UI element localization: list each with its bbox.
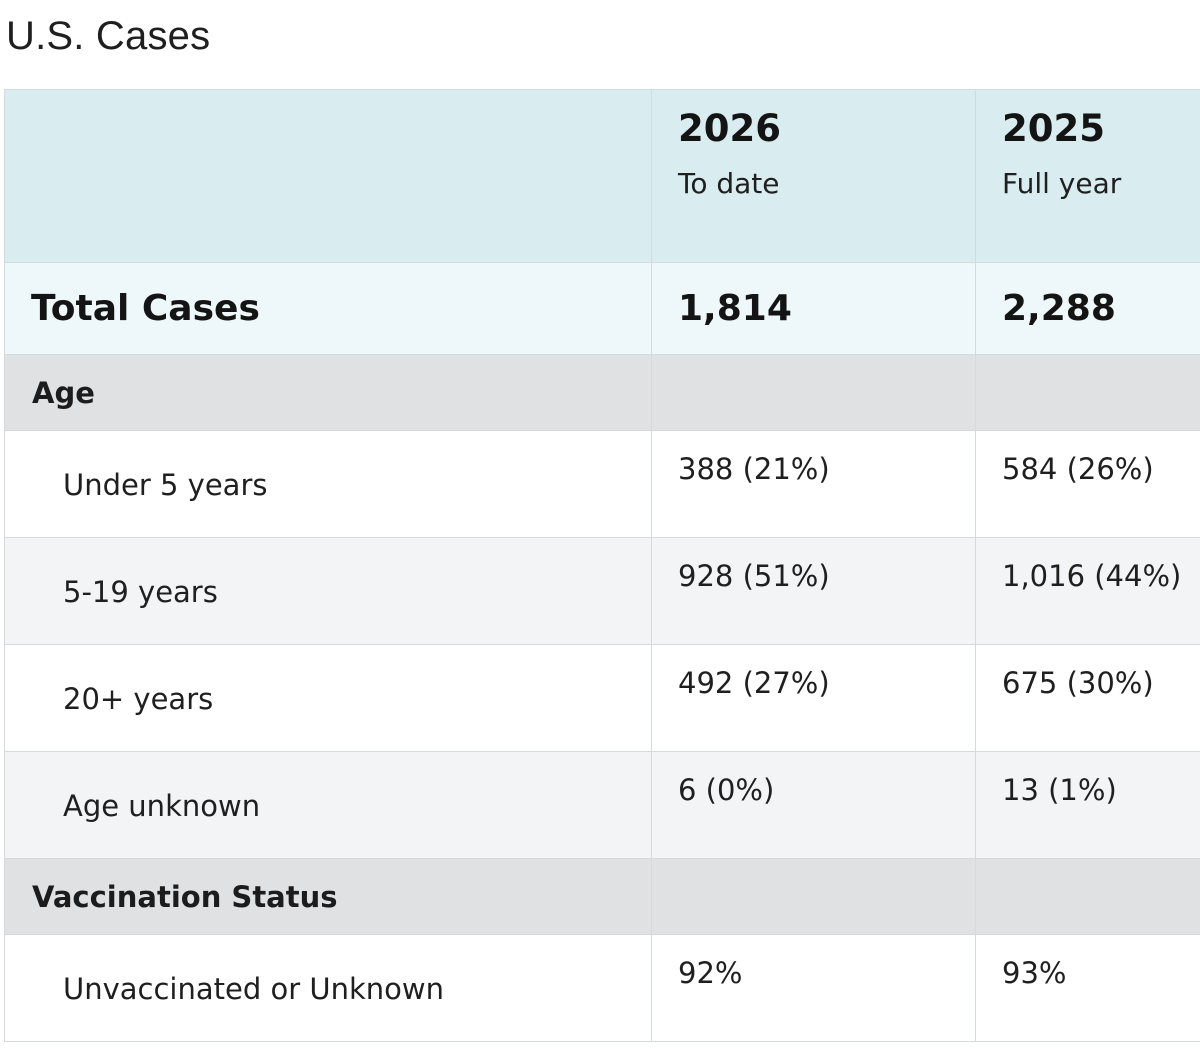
column-year: 2025 <box>1002 107 1105 150</box>
total-value: 2,288 <box>1002 287 1116 329</box>
table-row: 5-19 years 928 (51%) 1,016 (44%) <box>4 537 1200 645</box>
value-cell: 1,016 (44%) <box>975 537 1200 645</box>
cell-value: 492 (27%) <box>678 666 830 700</box>
cell-value: 13 (1%) <box>1002 773 1117 807</box>
value-cell: 388 (21%) <box>651 430 976 538</box>
header-cell-2025: 2025 Full year <box>975 89 1200 263</box>
row-label-cell: 20+ years <box>4 644 652 752</box>
column-period: To date <box>678 167 780 200</box>
value-cell: 584 (26%) <box>975 430 1200 538</box>
section-row-vaccination-status: Vaccination Status <box>4 858 1200 935</box>
section-label: Age <box>32 375 95 410</box>
cell-value: 93% <box>1002 956 1067 990</box>
section-empty-cell <box>975 858 1200 935</box>
value-cell: 928 (51%) <box>651 537 976 645</box>
value-cell: 13 (1%) <box>975 751 1200 859</box>
section-empty-cell <box>651 858 976 935</box>
section-row-age: Age <box>4 354 1200 431</box>
table-header-row: 2026 To date 2025 Full year <box>4 89 1200 263</box>
section-empty-cell <box>651 354 976 431</box>
cell-value: 928 (51%) <box>678 559 830 593</box>
row-label: 20+ years <box>63 682 214 716</box>
table-row: Age unknown 6 (0%) 13 (1%) <box>4 751 1200 859</box>
page-title: U.S. Cases <box>6 14 211 58</box>
section-label: Vaccination Status <box>32 879 338 914</box>
row-label: Unvaccinated or Unknown <box>63 972 444 1006</box>
value-cell: 6 (0%) <box>651 751 976 859</box>
row-label-cell: Unvaccinated or Unknown <box>4 934 652 1042</box>
total-value-cell: 2,288 <box>975 262 1200 355</box>
value-cell: 92% <box>651 934 976 1042</box>
table-row: Under 5 years 388 (21%) 584 (26%) <box>4 430 1200 538</box>
section-label-cell: Age <box>4 354 652 431</box>
row-label: Under 5 years <box>63 468 268 502</box>
table-row: Unvaccinated or Unknown 92% 93% <box>4 934 1200 1042</box>
cell-value: 584 (26%) <box>1002 452 1154 486</box>
section-label-cell: Vaccination Status <box>4 858 652 935</box>
column-period: Full year <box>1002 167 1122 200</box>
cell-value: 388 (21%) <box>678 452 830 486</box>
row-label: Age unknown <box>63 789 261 823</box>
total-value-cell: 1,814 <box>651 262 976 355</box>
table-row: 20+ years 492 (27%) 675 (30%) <box>4 644 1200 752</box>
row-label: 5-19 years <box>63 575 218 609</box>
value-cell: 492 (27%) <box>651 644 976 752</box>
row-label-cell: Age unknown <box>4 751 652 859</box>
header-empty-cell <box>4 89 652 263</box>
total-value: 1,814 <box>678 287 792 329</box>
value-cell: 93% <box>975 934 1200 1042</box>
value-cell: 675 (30%) <box>975 644 1200 752</box>
header-cell-2026: 2026 To date <box>651 89 976 263</box>
cell-value: 6 (0%) <box>678 773 775 807</box>
row-label-cell: 5-19 years <box>4 537 652 645</box>
cell-value: 92% <box>678 956 743 990</box>
total-cases-row: Total Cases 1,814 2,288 <box>4 262 1200 355</box>
total-label-cell: Total Cases <box>4 262 652 355</box>
total-label: Total Cases <box>31 287 260 329</box>
column-year: 2026 <box>678 107 781 150</box>
cases-table: 2026 To date 2025 Full year Total Cases … <box>4 89 1200 1042</box>
cell-value: 1,016 (44%) <box>1002 559 1182 593</box>
section-empty-cell <box>975 354 1200 431</box>
cell-value: 675 (30%) <box>1002 666 1154 700</box>
row-label-cell: Under 5 years <box>4 430 652 538</box>
